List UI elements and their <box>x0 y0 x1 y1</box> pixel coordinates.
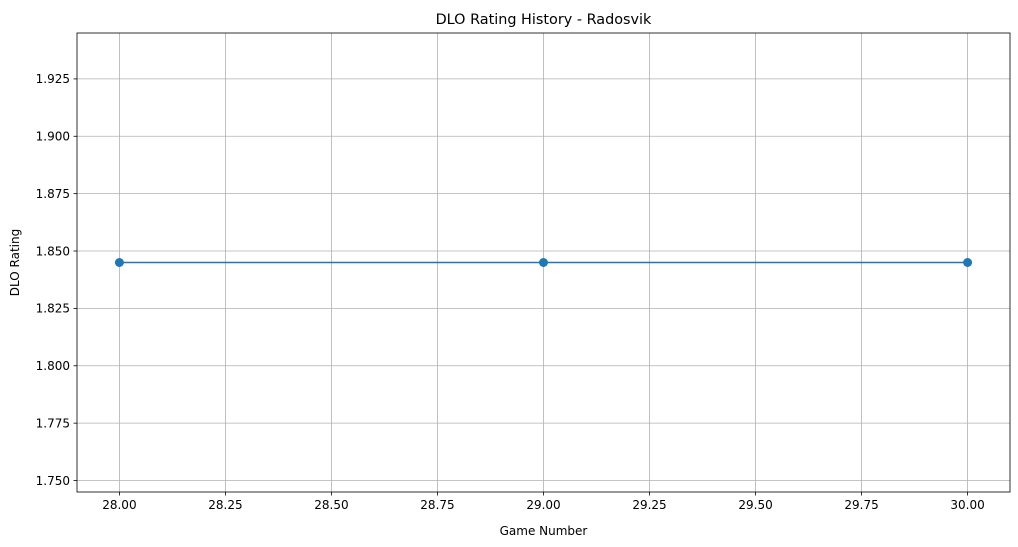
x-tick-label: 29.75 <box>844 498 878 512</box>
x-tick-label: 29.50 <box>738 498 772 512</box>
data-point <box>114 258 124 267</box>
y-tick-label: 1.850 <box>36 244 70 258</box>
x-tick-label: 28.50 <box>314 498 348 512</box>
chart-title: DLO Rating History - Radosvik <box>436 12 652 28</box>
x-axis-label: Game Number <box>500 524 588 538</box>
grid <box>77 33 1010 492</box>
y-tick-label: 1.900 <box>36 130 70 144</box>
y-tick-label: 1.925 <box>36 72 70 86</box>
x-tick-label: 30.00 <box>950 498 984 512</box>
series-layer <box>114 258 973 267</box>
y-axis-label: DLO Rating <box>8 229 22 296</box>
x-tick-label: 28.25 <box>208 498 242 512</box>
y-axis-ticks: 1.750 1.775 1.800 1.825 1.850 1.875 1.900 1.925 <box>36 72 77 488</box>
x-tick-label: 28.00 <box>102 498 136 512</box>
y-tick-label: 1.875 <box>36 187 70 201</box>
y-tick-label: 1.775 <box>36 416 70 430</box>
data-point <box>539 258 548 267</box>
x-tick-label: 29.25 <box>632 498 666 512</box>
y-tick-label: 1.825 <box>36 302 70 316</box>
x-tick-label: 28.75 <box>420 498 454 512</box>
x-tick-label: 29.00 <box>526 498 560 512</box>
y-tick-label: 1.750 <box>36 474 70 488</box>
data-point <box>963 258 973 267</box>
y-tick-label: 1.800 <box>36 359 70 373</box>
x-axis-ticks: 28.00 28.25 28.50 28.75 29.00 29.25 29.50 29.75… <box>102 492 985 512</box>
